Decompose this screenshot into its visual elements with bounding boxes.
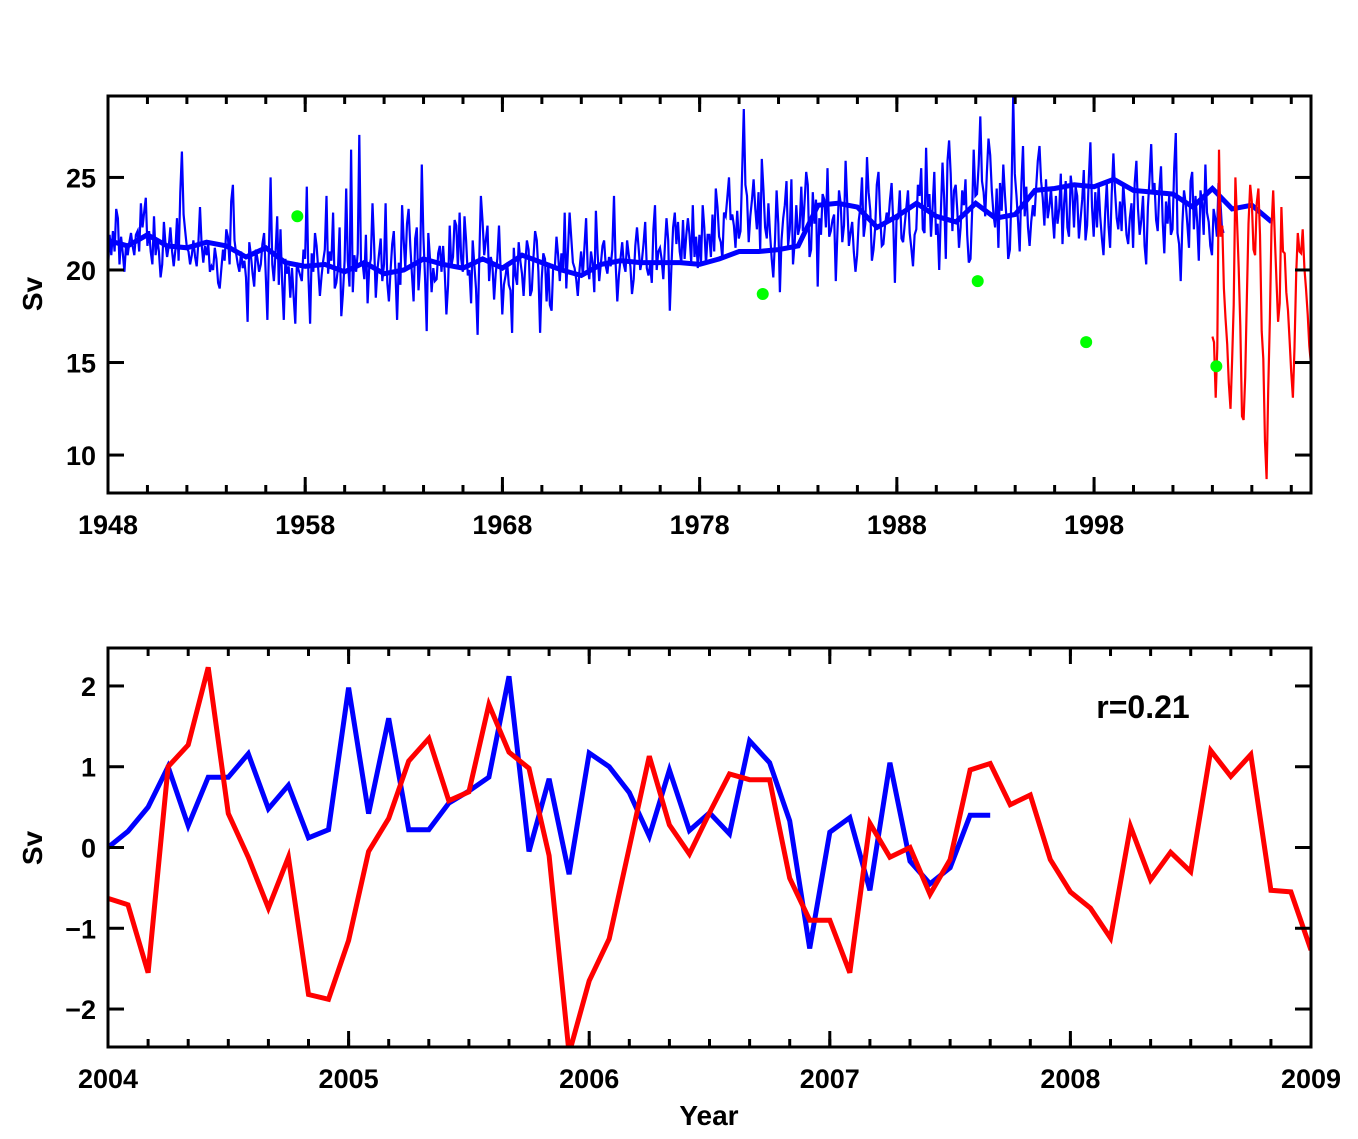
bottom-series-red-line bbox=[108, 666, 1311, 1047]
green-data-point bbox=[291, 210, 304, 223]
x-tick-label: 1958 bbox=[275, 510, 335, 540]
y-tick-label: 10 bbox=[66, 441, 96, 471]
x-tick-label: 2007 bbox=[800, 1064, 860, 1094]
y-tick-label: 20 bbox=[66, 256, 96, 286]
x-tick-label: 1948 bbox=[78, 510, 138, 540]
green-data-point bbox=[971, 275, 984, 288]
top-series-blue-smoothed-line bbox=[108, 176, 1274, 279]
x-tick-label: 1968 bbox=[472, 510, 532, 540]
bottom-y-axis-label: Sv bbox=[17, 830, 48, 865]
bottom-x-axis-label: Year bbox=[679, 1100, 738, 1131]
y-tick-label: 15 bbox=[66, 349, 96, 379]
green-data-point bbox=[1080, 336, 1093, 349]
x-tick-label: 2006 bbox=[559, 1064, 619, 1094]
top-plot-area bbox=[108, 96, 1311, 480]
x-tick-label: 2009 bbox=[1281, 1064, 1341, 1094]
bottom-series-blue-line bbox=[108, 675, 991, 949]
x-tick-label: 1978 bbox=[670, 510, 730, 540]
x-tick-label: 1998 bbox=[1064, 510, 1124, 540]
correlation-annotation: r=0.21 bbox=[1096, 689, 1189, 725]
y-tick-label: 0 bbox=[81, 834, 96, 864]
x-tick-label: 1988 bbox=[867, 510, 927, 540]
top-axes: 1948 1958 1968 1978 1988 1998 10 15 20 25 bbox=[66, 94, 1313, 540]
green-data-point bbox=[1210, 360, 1223, 373]
y-tick-label: 1 bbox=[81, 753, 96, 783]
y-tick-label: 25 bbox=[66, 163, 96, 193]
y-tick-label: 2 bbox=[81, 672, 96, 702]
bottom-axes: 2004 2005 2006 2007 2008 2009 −2 −1 0 1 2 bbox=[65, 646, 1341, 1094]
top-series-blue-line bbox=[108, 96, 1225, 335]
x-tick-label: 2005 bbox=[319, 1064, 379, 1094]
x-tick-label: 2004 bbox=[78, 1064, 138, 1094]
bottom-plot-area bbox=[108, 666, 1311, 1047]
top-y-axis-label: Sv bbox=[17, 276, 48, 311]
top-axes-frame bbox=[106, 94, 1313, 495]
green-data-point bbox=[756, 288, 769, 301]
y-tick-label: −2 bbox=[65, 995, 96, 1025]
y-tick-label: −1 bbox=[65, 914, 96, 944]
top-series-red-line bbox=[1211, 149, 1311, 480]
x-tick-label: 2008 bbox=[1040, 1064, 1100, 1094]
top-panel: 1948 1958 1968 1978 1988 1998 10 15 20 25 Sv bbox=[17, 94, 1313, 540]
